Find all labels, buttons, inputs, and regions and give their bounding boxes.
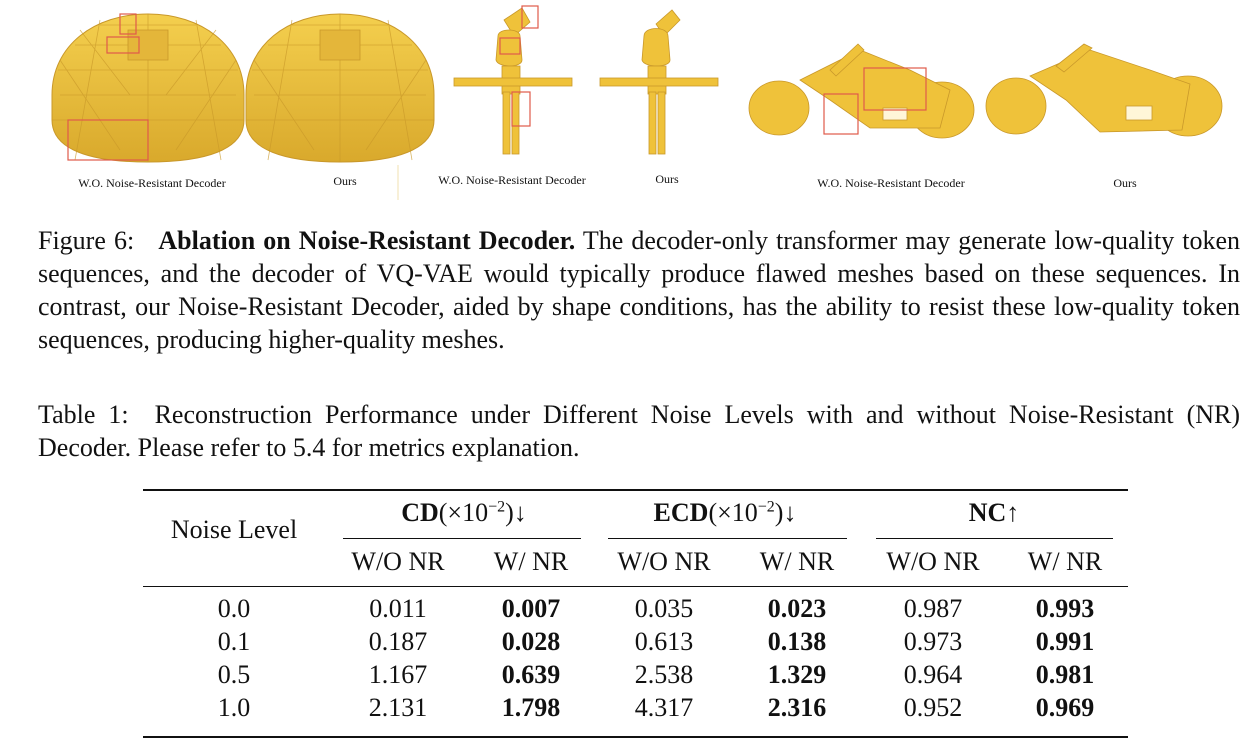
column-group-nc: NC↑ [968, 498, 1020, 527]
group-rule-cd [343, 538, 581, 539]
figure-caption-label: Figure 6: [38, 226, 135, 255]
subheader-without-nr: W/O NR [886, 547, 980, 576]
cell-value: 0.613 [634, 627, 694, 656]
cell-value-best: 0.993 [1035, 594, 1095, 623]
cell-value-best: 0.007 [501, 594, 561, 623]
cell-value-best: 0.981 [1035, 660, 1095, 689]
cell-value: 0.952 [903, 693, 963, 722]
subheader-with-nr: W/ NR [493, 547, 569, 576]
subheader-without-nr: W/O NR [617, 547, 711, 576]
subheader-without-nr: W/O NR [351, 547, 445, 576]
figure-6: W.O. Noise-Resistant Decoder Ours W.O. N… [0, 0, 1255, 200]
figure-label-without-nr: W.O. Noise-Resistant Decoder [438, 173, 586, 187]
cell-value: 2.538 [634, 660, 694, 689]
cell-value-best: 0.969 [1035, 693, 1095, 722]
figure-label-ours: Ours [333, 174, 357, 188]
motorcycle-mesh-ours [985, 43, 1223, 137]
cell-value: 0.964 [903, 660, 963, 689]
cell-noise-level: 0.0 [217, 594, 251, 623]
cell-noise-level: 0.5 [217, 660, 251, 689]
column-header-noise-level: Noise Level [170, 515, 298, 544]
cell-value-best: 0.023 [767, 594, 827, 623]
cell-value-best: 1.798 [501, 693, 561, 722]
table-caption-label: Table 1: [38, 400, 129, 429]
figure-label-ours: Ours [1113, 176, 1137, 190]
figure-label-without-nr: W.O. Noise-Resistant Decoder [78, 176, 226, 190]
cell-value-best: 0.991 [1035, 627, 1095, 656]
cell-value-best: 0.138 [767, 627, 827, 656]
character-mesh-ours [599, 9, 719, 155]
cell-value-best: 0.639 [501, 660, 561, 689]
motorcycle-mesh-without-nr [748, 43, 975, 139]
figure-label-ours: Ours [655, 172, 679, 186]
table-caption: Table 1: Reconstruction Performance unde… [38, 398, 1240, 464]
figure-label-without-nr: W.O. Noise-Resistant Decoder [817, 176, 965, 190]
cell-noise-level: 1.0 [217, 693, 251, 722]
cell-value: 0.973 [903, 627, 963, 656]
cell-value: 0.987 [903, 594, 963, 623]
mesh-comparison-illustration [51, 5, 1223, 200]
figure-caption-body: The decoder-only transformer may generat… [38, 226, 1241, 354]
cell-value: 1.167 [368, 660, 428, 689]
cell-value-best: 1.329 [767, 660, 827, 689]
cell-value: 0.011 [369, 594, 427, 623]
subheader-with-nr: W/ NR [759, 547, 835, 576]
cell-value-best: 2.316 [767, 693, 827, 722]
table-mid-rule [143, 586, 1128, 587]
dome-mesh-without-nr [51, 13, 245, 163]
figure-caption-title: Ablation on Noise-Resistant Decoder. [158, 226, 576, 255]
group-rule-nc [876, 538, 1113, 539]
column-group-ecd: ECD(×10−2)↓ [653, 498, 797, 527]
table-caption-body: Reconstruction Performance under Differe… [38, 400, 1241, 462]
subheader-with-nr: W/ NR [1027, 547, 1103, 576]
character-mesh-without-nr [453, 7, 573, 155]
dome-mesh-ours [245, 13, 435, 163]
cell-value: 0.035 [634, 594, 694, 623]
group-rule-ecd [608, 538, 847, 539]
cell-value-best: 0.028 [501, 627, 561, 656]
cell-value: 4.317 [634, 693, 694, 722]
cell-value: 2.131 [368, 693, 428, 722]
figure-caption: Figure 6: Ablation on Noise-Resistant De… [38, 224, 1240, 356]
column-group-cd: CD(×10−2)↓ [401, 498, 527, 527]
table-top-rule [143, 489, 1128, 491]
table-bottom-rule [143, 736, 1128, 738]
cell-value: 0.187 [368, 627, 428, 656]
cell-noise-level: 0.1 [217, 627, 251, 656]
